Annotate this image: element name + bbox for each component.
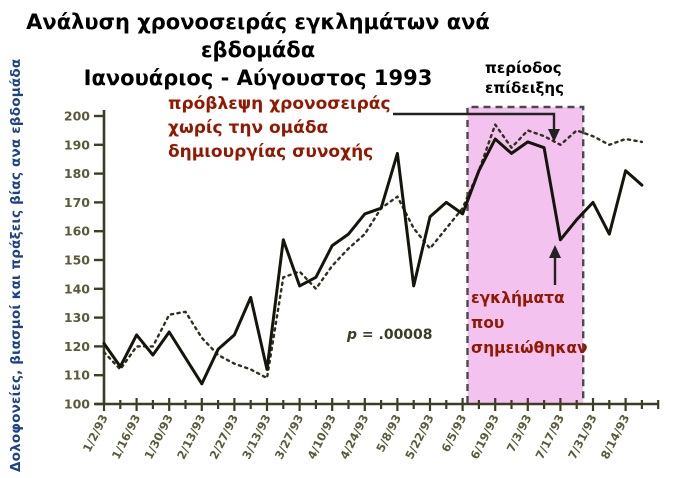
x-tick-label: 4/10/93	[304, 412, 338, 462]
y-tick-label: 130	[64, 310, 90, 325]
x-tick-label: 8/14/93	[598, 412, 632, 462]
crimes-arrowhead-icon	[549, 245, 561, 258]
y-tick-label: 160	[64, 224, 90, 239]
annotation-demo-period-line2: επίδειξης	[485, 79, 564, 97]
y-tick-label: 190	[64, 137, 90, 152]
y-tick-label: 150	[64, 253, 90, 268]
demo-period-border	[466, 105, 585, 403]
annotation-crimes-line1: εγκλήματα	[471, 289, 565, 307]
annotation-forecast: πρόβλεψη χρονοσειράς χωρίς την ομάδα δημ…	[168, 92, 391, 164]
annotation-forecast-line3: δημιουργίας συνοχής	[168, 142, 374, 162]
x-tick-label: 1/30/93	[141, 412, 175, 462]
x-tick-label: 6/5/93	[438, 412, 469, 454]
x-tick-label: 5/22/93	[402, 412, 436, 462]
annotation-demo-period: περίοδος επίδειξης	[485, 58, 564, 98]
chart-title-line2: Ιανουάριος - Αύγουστος 1993	[83, 66, 433, 90]
x-tick-label: 7/31/93	[565, 412, 599, 462]
actual-crime-line	[102, 137, 644, 386]
x-tick-label: 2/27/93	[207, 412, 241, 462]
annotation-demo-period-line1: περίοδος	[485, 59, 562, 77]
x-tick-label: 7/17/93	[533, 412, 567, 462]
annotation-crimes-line2: που	[471, 314, 505, 332]
y-tick-label: 120	[64, 339, 90, 354]
y-tick-label: 100	[64, 397, 90, 412]
annotation-crimes-line3: σημειώθηκαν	[471, 339, 588, 357]
x-tick-label: 1/2/93	[80, 412, 111, 454]
annotation-crimes-recorded: εγκλήματα που σημειώθηκαν	[471, 286, 588, 361]
x-tick-label: 1/16/93	[109, 412, 143, 462]
forecast-arrow-line	[393, 112, 556, 130]
y-tick-label: 110	[64, 368, 90, 383]
y-tick-label: 170	[64, 195, 90, 210]
chart-title-line1: Ανάλυση χρονοσειράς εγκλημάτων ανά εβδομ…	[26, 10, 490, 62]
x-tick-label: 3/27/93	[272, 412, 306, 462]
x-tick-label: 3/13/93	[239, 412, 273, 462]
annotation-forecast-line2: χωρίς την ομάδα	[168, 118, 329, 138]
forecast-line	[102, 123, 644, 380]
x-tick-label: 6/19/93	[467, 412, 501, 462]
p-value-text: = .00008	[357, 327, 433, 343]
p-value-symbol: p	[347, 327, 358, 343]
p-value-label: p = .00008	[347, 327, 433, 343]
chart-title: Ανάλυση χρονοσειράς εγκλημάτων ανά εβδομ…	[0, 8, 516, 92]
y-tick-label: 140	[64, 281, 90, 296]
x-tick-label: 4/24/93	[337, 412, 371, 462]
y-tick-label: 180	[64, 166, 90, 181]
x-tick-label: 2/13/93	[174, 412, 208, 462]
forecast-arrowhead-icon	[548, 129, 560, 142]
y-tick-label: 200	[64, 109, 90, 124]
annotation-forecast-line1: πρόβλεψη χρονοσειράς	[168, 94, 391, 114]
x-tick-label: 7/3/93	[504, 412, 535, 454]
x-tick-label: 5/8/93	[373, 412, 404, 454]
